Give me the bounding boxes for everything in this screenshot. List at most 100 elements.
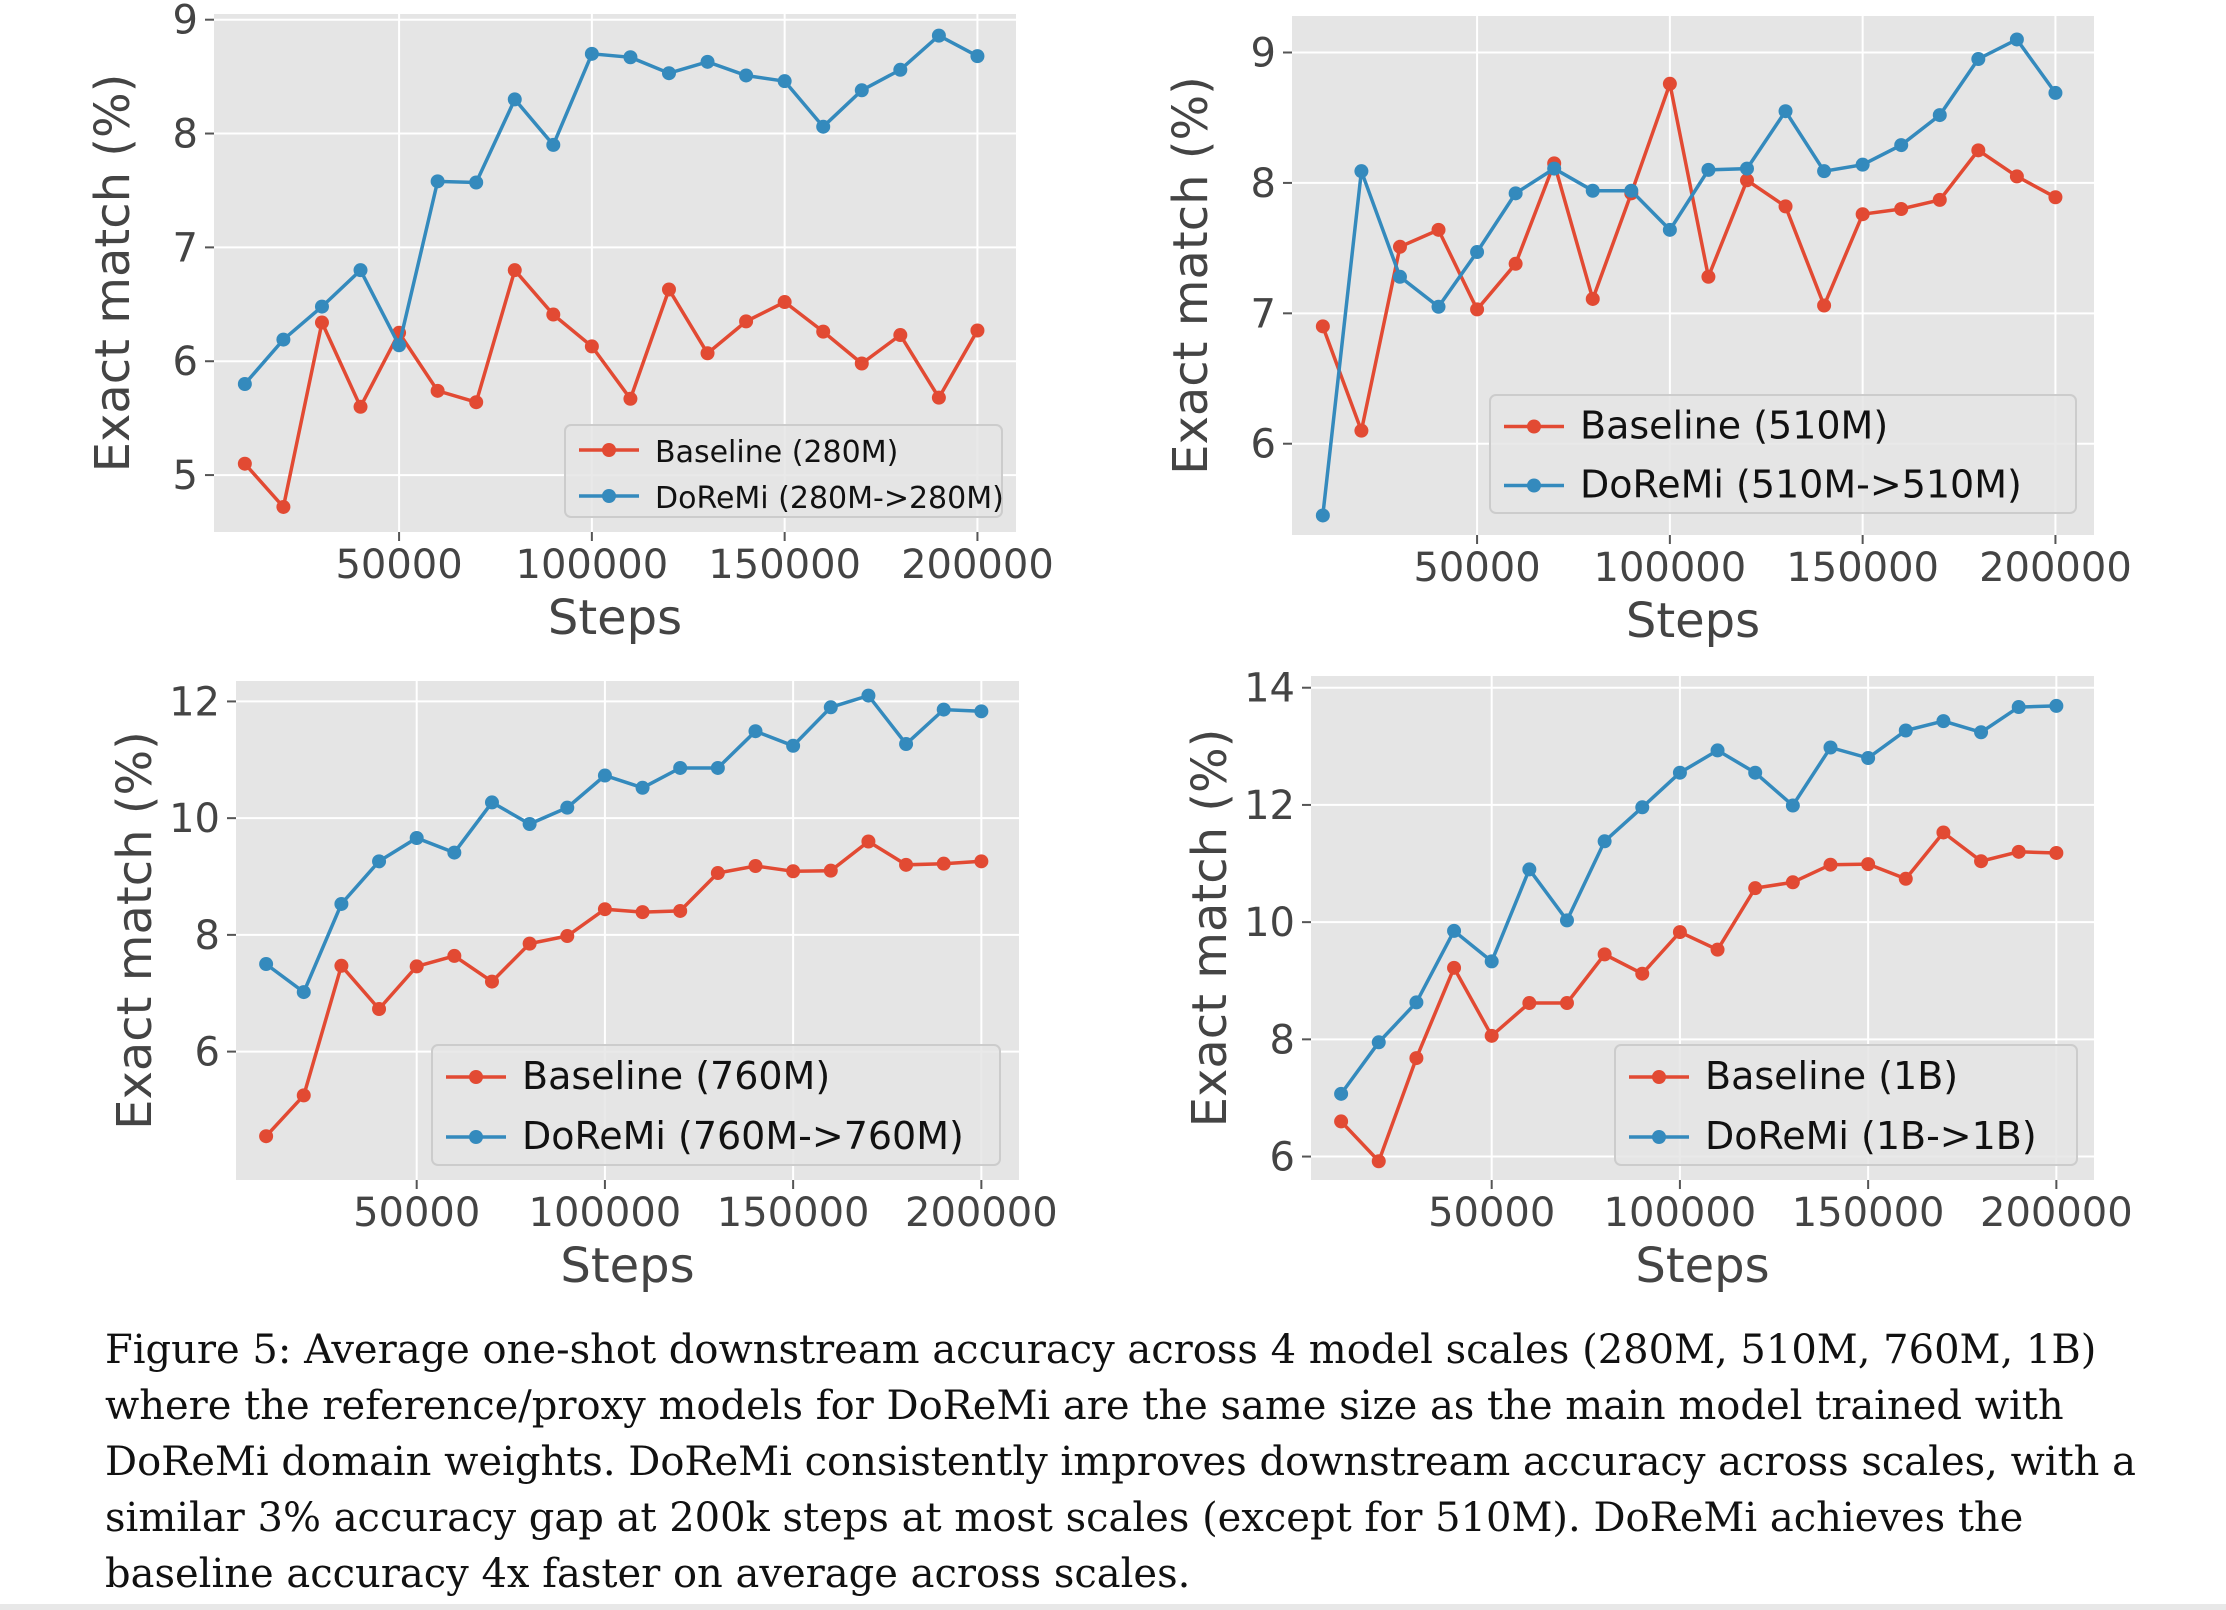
y-tick-label: 10 [169,796,220,842]
data-point-baseline [1971,143,1986,158]
y-tick-label: 8 [1270,1017,1295,1063]
data-point-doremi [1597,834,1612,849]
data-point-doremi [1785,798,1800,813]
data-point-baseline [1662,76,1677,91]
legend-box [1614,1044,2078,1166]
data-point-doremi [1585,183,1600,198]
data-point-doremi [854,83,869,98]
legend-label: DoReMi (1B->1B) [1705,1114,2037,1158]
data-point-baseline [1392,239,1407,254]
data-point-baseline [372,1001,387,1016]
data-point-doremi [1894,138,1909,153]
x-tick-label: 200000 [1980,1190,2133,1236]
legend-marker [1652,1070,1666,1084]
data-point-baseline [2049,845,2064,860]
x-tick-label: 100000 [1604,1190,1757,1236]
legend-box [431,1044,1001,1166]
y-tick-label: 6 [1251,422,1276,468]
x-tick-label: 100000 [1594,545,1747,591]
legend-marker [1527,419,1541,434]
data-point-baseline [237,456,252,471]
data-point-baseline [1522,996,1537,1011]
data-point-baseline [2048,190,2063,205]
y-tick-label: 9 [1251,31,1276,77]
series-line-baseline [1339,830,2057,1165]
data-point-baseline [2009,169,2024,184]
y-axis-title: Exact match (%) [107,731,163,1130]
data-point-baseline [546,307,561,322]
data-point-baseline [748,859,763,874]
data-point-doremi [1635,800,1650,815]
chart-panel-1: 50000 100000 150000 200000 5 6 7 8 9 Steps Exact m… [85,0,1054,646]
data-point-baseline [560,929,575,944]
x-tick-label: 200000 [1979,545,2132,591]
data-point-doremi [1817,164,1832,179]
data-point-baseline [1371,1154,1386,1169]
data-point-baseline [1898,871,1913,886]
data-point-doremi [739,68,754,83]
x-tick-label: 100000 [516,542,669,588]
data-point-baseline [1508,256,1523,271]
data-point-baseline [1748,881,1763,896]
data-point-doremi [899,737,914,752]
data-point-doremi [1508,186,1523,201]
data-point-doremi [1624,183,1639,198]
data-point-baseline [1817,298,1832,313]
y-tick-label: 8 [1251,161,1276,207]
data-point-doremi [1739,161,1754,176]
legend-marker [602,443,616,457]
bottom-divider [0,1604,2226,1610]
series-line-doremi [1321,37,2057,516]
data-point-baseline [1635,966,1650,981]
y-tick-label: 5 [173,453,198,499]
data-point-doremi [259,957,274,972]
legend-label: Baseline (510M) [1580,404,1888,448]
data-point-baseline [276,499,291,514]
data-point-doremi [1701,162,1716,177]
chart-panel-2: 50000 100000 150000 200000 6 7 8 9 Steps Exact ma… [1163,16,2132,649]
data-point-doremi [861,688,876,703]
data-point-doremi [1974,725,1989,740]
data-point-baseline [1334,1114,1349,1129]
data-point-doremi [777,74,792,89]
data-point-baseline [259,1129,274,1144]
data-point-doremi [893,62,908,77]
series-line-baseline [243,266,979,511]
data-point-doremi [1334,1086,1349,1101]
legend-box [1489,394,2077,514]
data-point-doremi [372,854,387,869]
data-point-baseline [786,864,801,879]
data-point-doremi [1778,104,1793,119]
data-point-doremi [584,46,599,61]
x-tick-label: 50000 [1413,545,1540,591]
data-point-doremi [700,54,715,69]
data-point-doremi [2011,700,2026,715]
data-point-baseline [484,974,499,989]
y-tick-label: 8 [195,913,220,959]
y-tick-label: 7 [173,225,198,271]
chart-panel-3: 50000 100000 150000 200000 6 8 10 12 Steps Exact … [107,679,1058,1294]
x-axis-title: Steps [1635,1238,1769,1294]
data-point-baseline [673,903,688,918]
data-point-doremi [710,760,725,775]
x-tick-label: 150000 [1792,1190,1945,1236]
x-tick-label: 150000 [1786,545,1939,591]
data-point-baseline [1672,925,1687,940]
data-point-baseline [1861,857,1876,872]
figure-charts: 50000 100000 150000 200000 5 6 7 8 9 Steps Exact m… [85,0,2133,1294]
data-point-baseline [597,902,612,917]
chart-panel-4: 50000 100000 150000 200000 6 8 10 12 14 Steps Exac… [1182,666,2133,1294]
data-point-doremi [1672,765,1687,780]
data-point-doremi [816,119,831,134]
data-point-doremi [1936,714,1951,729]
data-point-doremi [1522,862,1537,877]
y-tick-label: 12 [1244,783,1295,829]
data-point-baseline [1447,960,1462,975]
y-tick-label: 6 [1270,1135,1295,1181]
data-point-doremi [748,724,763,739]
data-point-baseline [970,323,985,338]
data-point-baseline [1409,1051,1424,1066]
x-axis-title: Steps [548,590,682,646]
data-point-baseline [936,856,951,871]
data-point-baseline [1936,825,1951,840]
